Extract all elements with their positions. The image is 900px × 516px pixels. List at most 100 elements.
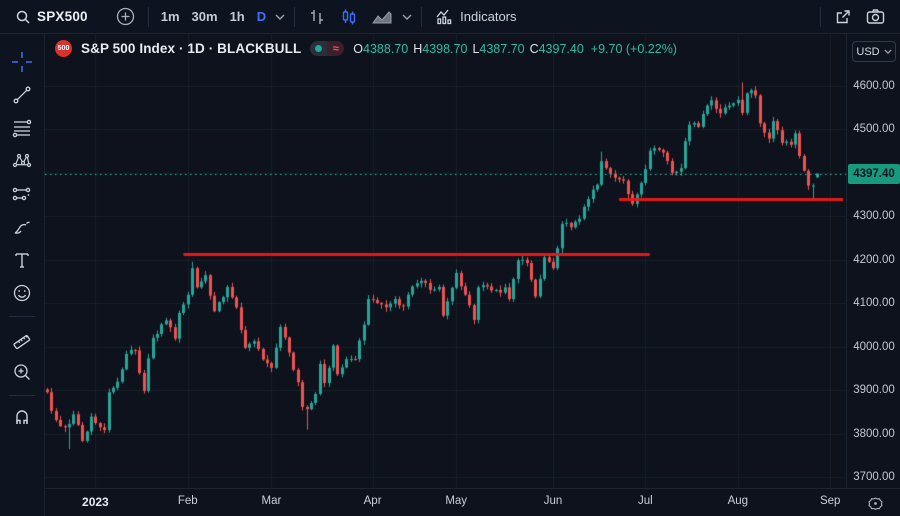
share-button[interactable]: [827, 4, 859, 30]
toolbar-separator: [820, 6, 821, 27]
sp500-logo: 500: [55, 40, 72, 57]
time-axis-label: Apr: [363, 495, 382, 507]
text-icon: [15, 253, 29, 268]
candles-chart-icon: [342, 9, 356, 24]
camera-icon: [866, 9, 885, 24]
share-export-icon: [836, 9, 850, 23]
xabcd-pattern-icon: [12, 153, 32, 168]
axis-settings-gear-button[interactable]: [866, 494, 884, 512]
time-axis-label: Aug: [727, 495, 749, 507]
toolbar-separator: [294, 6, 296, 27]
chevron-down-icon: [275, 14, 285, 20]
price-axis-label: 3800.00: [853, 427, 895, 440]
chart-style-menu-button[interactable]: [399, 10, 415, 24]
crosshair-tool-button[interactable]: [6, 46, 38, 78]
chevron-down-icon: [883, 49, 892, 54]
toolbar-separator: [147, 6, 149, 27]
bars-chart-icon: [311, 9, 324, 24]
xabcd-pattern-tool-button[interactable]: [6, 145, 38, 177]
sidebar-separator: [9, 316, 35, 317]
crosshair-icon: [12, 52, 32, 72]
brush-icon: [14, 221, 30, 234]
toolbar-separator: [421, 6, 423, 27]
timeframe-1d[interactable]: D: [251, 5, 272, 28]
high-label: H: [413, 41, 423, 56]
price-axis-label: 4300.00: [853, 210, 895, 222]
plus-circle-icon: [116, 7, 134, 26]
projection-icon: [12, 187, 31, 201]
eye-toggle-icon[interactable]: [310, 41, 328, 56]
emoji-smiley-icon: [13, 284, 31, 302]
price-axis-label: 3900.00: [853, 384, 895, 396]
zoom-in-icon: [14, 364, 30, 380]
chart-style-candles-button[interactable]: [333, 4, 365, 30]
close-label: C: [529, 41, 539, 56]
time-axis-label: 2023: [82, 495, 109, 509]
symbol-search-button[interactable]: SPX500: [8, 5, 95, 29]
chevron-down-icon: [402, 14, 412, 20]
open-label: O: [353, 41, 364, 56]
legend-title: S&P 500 Index · 1D · BLACKBULL: [81, 41, 302, 56]
chart-style-area-button[interactable]: [365, 5, 399, 29]
chart-area: 500 S&P 500 Index · 1D · BLACKBULL ≈ O43…: [45, 34, 846, 488]
timeframe-30m[interactable]: 30m: [186, 5, 224, 28]
fib-retracement-icon: [12, 119, 32, 138]
price-axis-label: 4000.00: [853, 340, 895, 353]
time-axis-label: Jul: [638, 495, 653, 507]
currency-label: USD: [856, 45, 880, 58]
magnet-tool-button[interactable]: [6, 402, 38, 434]
last-price-badge: 4397.40: [848, 163, 900, 184]
time-axis-label: Feb: [177, 495, 198, 507]
projection-tool-button[interactable]: [6, 178, 38, 210]
price-chart-canvas[interactable]: [45, 34, 846, 488]
legend-visibility-toggle[interactable]: ≈: [310, 41, 345, 56]
timeframe-menu-button[interactable]: [272, 10, 288, 24]
top-toolbar: SPX500 1m 30m 1h D: [0, 0, 900, 34]
ohlc-readout: O4388.70 H4398.70 L4387.70 C4397.40 +9.7…: [353, 42, 677, 56]
fib-retracement-tool-button[interactable]: [6, 112, 38, 144]
drawing-tools-sidebar: [0, 34, 45, 516]
area-chart-icon: [372, 10, 392, 23]
close-value: 4397.40: [538, 41, 584, 56]
price-axis-label: 4100.00: [853, 297, 895, 309]
price-axis-label: 4500.00: [853, 123, 895, 135]
timeframe-1m[interactable]: 1m: [155, 5, 186, 28]
chart-legend[interactable]: 500 S&P 500 Index · 1D · BLACKBULL ≈ O43…: [55, 40, 677, 57]
measure-ruler-tool-button[interactable]: [6, 323, 38, 355]
time-axis-label: Jun: [543, 495, 563, 507]
search-icon: [16, 10, 30, 24]
symbol-name: SPX500: [37, 9, 88, 24]
chart-style-bars-button[interactable]: [301, 4, 333, 30]
ruler-icon: [13, 334, 31, 349]
sidebar-separator: [9, 395, 35, 396]
compare-add-symbol-button[interactable]: [109, 3, 142, 30]
zoom-in-tool-button[interactable]: [6, 356, 38, 388]
price-axis-label: 4600.00: [853, 79, 895, 92]
indicators-button[interactable]: Indicators: [428, 4, 523, 29]
price-axis[interactable]: USD 4600.004500.004400.004300.004200.004…: [846, 34, 900, 488]
screenshot-camera-button[interactable]: [859, 4, 892, 29]
magnet-icon: [16, 410, 28, 424]
indicators-label: Indicators: [460, 9, 517, 24]
text-tool-button[interactable]: [6, 244, 38, 276]
time-axis[interactable]: 2023 Feb Mar Apr May Jun Jul Aug Sep: [45, 488, 900, 516]
change-value: +9.70 (+0.22%): [590, 41, 677, 56]
time-axis-label: May: [445, 495, 468, 507]
gear-icon: [867, 496, 883, 510]
high-value: 4398.70: [422, 41, 468, 56]
open-value: 4388.70: [363, 41, 409, 56]
brush-tool-button[interactable]: [6, 211, 38, 243]
time-axis-label: Mar: [261, 495, 282, 507]
timeframe-1h[interactable]: 1h: [224, 5, 251, 28]
low-label: L: [472, 41, 480, 56]
trend-line-tool-button[interactable]: [6, 79, 38, 111]
source-flag-icon[interactable]: ≈: [327, 41, 345, 56]
indicators-icon: [436, 9, 452, 25]
trend-line-icon: [13, 86, 31, 104]
price-axis-label: 3700.00: [853, 471, 895, 483]
time-axis-label: Sep: [819, 495, 841, 507]
price-axis-label: 4200.00: [853, 253, 895, 266]
currency-selector[interactable]: USD: [852, 41, 896, 62]
emoji-tool-button[interactable]: [6, 277, 38, 309]
